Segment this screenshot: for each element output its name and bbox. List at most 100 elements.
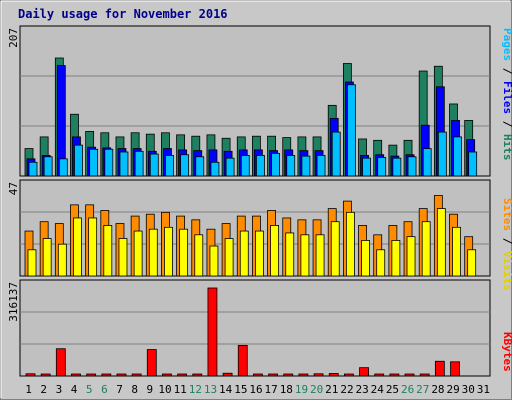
bar-kbytes-day-25: [389, 373, 400, 377]
bar-pages-day-8: [134, 150, 144, 177]
legend-visits: Visits: [501, 251, 512, 291]
bar-pages-day-30: [468, 151, 478, 177]
bar-visits-day-14: [224, 238, 234, 277]
bar-visits-day-26: [406, 236, 416, 277]
bar-pages-day-23: [362, 157, 371, 177]
x-tick-label-day-23: 23: [356, 383, 369, 396]
x-tick-label-day-5: 5: [86, 383, 93, 396]
kbytes-max-label: 316137: [7, 282, 20, 322]
legend-group-hits: Pages / Files / Hits: [501, 28, 512, 161]
x-tick-label-day-31: 31: [477, 383, 490, 396]
x-tick-label-day-19: 19: [295, 383, 308, 396]
bar-pages-day-29: [453, 136, 462, 177]
bar-pages-day-27: [422, 148, 432, 177]
x-tick-label-day-21: 21: [325, 383, 338, 396]
bar-visits-day-20: [315, 234, 325, 277]
bar-visits-day-11: [179, 228, 189, 277]
bar-visits-day-30: [467, 249, 477, 277]
x-tick-label-day-3: 3: [56, 383, 63, 396]
bar-pages-day-1: [28, 161, 38, 177]
bar-kbytes-day-26: [404, 373, 415, 377]
bar-visits-day-9: [148, 228, 158, 277]
x-tick-label-day-26: 26: [401, 383, 414, 396]
bar-visits-day-2: [42, 238, 52, 277]
bar-pages-day-13: [210, 161, 220, 177]
x-tick-label-day-2: 2: [40, 383, 47, 396]
bar-pages-day-17: [271, 152, 280, 177]
x-tick-label-day-13: 13: [204, 383, 217, 396]
bar-visits-day-29: [452, 226, 461, 277]
bar-kbytes-day-5: [86, 373, 97, 377]
x-tick-label-day-14: 14: [219, 383, 233, 396]
legend-kbytes: KBytes: [501, 332, 512, 372]
bar-visits-day-28: [436, 208, 446, 277]
bar-kbytes-day-14: [222, 372, 233, 377]
bar-kbytes-day-28: [434, 360, 445, 377]
bar-visits-day-24: [376, 249, 386, 277]
bar-kbytes-day-1: [25, 373, 36, 377]
bar-visits-day-13: [209, 245, 219, 277]
x-axis-labels: 1 2 3 4 5 6 7 8 9 10 11 12 13 14 15 16 17 18 19 20 21 22 23 24 2…: [25, 383, 490, 396]
bar-visits-day-15: [239, 230, 249, 277]
legend-separator-2: /: [501, 114, 512, 134]
bar-visits-day-5: [88, 217, 98, 277]
bar-pages-day-9: [149, 153, 159, 177]
bar-visits-day-22: [345, 211, 355, 277]
x-tick-label-day-22: 22: [340, 383, 353, 396]
bar-visits-day-27: [421, 221, 431, 277]
bar-kbytes-day-22: [343, 373, 354, 377]
bar-kbytes-day-27: [419, 373, 430, 377]
bar-pages-day-7: [119, 151, 129, 177]
x-tick-label-day-11: 11: [174, 383, 187, 396]
bar-pages-day-10: [165, 155, 174, 177]
x-tick-label-day-29: 29: [446, 383, 459, 396]
x-tick-label-day-27: 27: [416, 383, 429, 396]
x-tick-label-day-25: 25: [386, 383, 399, 396]
legend-hits: Hits: [501, 134, 512, 161]
bar-pages-day-20: [316, 155, 326, 177]
bar-kbytes-day-17: [268, 373, 278, 377]
bar-pages-day-12: [195, 156, 205, 177]
x-tick-label-day-20: 20: [310, 383, 323, 396]
panel-kbytes-background: [19, 279, 491, 377]
bar-kbytes-day-3: [55, 348, 66, 377]
hits-max-label: 207: [7, 28, 20, 48]
bar-pages-day-3: [58, 158, 68, 177]
bar-pages-day-21: [331, 131, 341, 177]
legend-separator-1: /: [501, 61, 512, 81]
legend-group-visits: Sites / Visits: [501, 198, 512, 291]
bar-visits-day-18: [285, 232, 295, 277]
legend-sites: Sites: [501, 198, 512, 231]
bar-visits-day-6: [103, 225, 113, 277]
bar-kbytes-day-9: [146, 349, 157, 377]
visits-max-label: 47: [7, 182, 20, 195]
x-tick-label-day-30: 30: [462, 383, 475, 396]
x-tick-label-day-24: 24: [371, 383, 385, 396]
bar-pages-day-26: [407, 156, 417, 177]
bar-kbytes-day-6: [101, 373, 112, 377]
bar-kbytes-day-8: [131, 373, 142, 377]
bar-kbytes-day-23: [359, 367, 369, 377]
x-tick-label-day-8: 8: [131, 383, 138, 396]
bar-pages-day-19: [301, 155, 311, 177]
bar-kbytes-day-15: [237, 344, 248, 377]
bar-kbytes-day-29: [450, 361, 460, 377]
bar-pages-day-4: [74, 144, 83, 177]
x-tick-label-day-28: 28: [431, 383, 444, 396]
x-tick-label-day-10: 10: [158, 383, 171, 396]
bar-pages-day-2: [43, 156, 53, 177]
bar-visits-day-17: [270, 225, 279, 277]
bar-kbytes-day-16: [253, 373, 263, 377]
bar-pages-day-15: [240, 155, 250, 177]
bar-kbytes-day-4: [71, 373, 81, 377]
x-tick-label-day-12: 12: [189, 383, 202, 396]
bar-visits-day-4: [73, 217, 82, 277]
bar-visits-day-8: [133, 230, 143, 277]
bars: [24, 57, 478, 377]
x-tick-label-day-7: 7: [116, 383, 123, 396]
bar-kbytes-day-13: [207, 287, 218, 377]
legend-pages: Pages: [501, 28, 512, 61]
bar-visits-day-21: [330, 221, 340, 277]
x-tick-label-day-17: 17: [265, 383, 278, 396]
